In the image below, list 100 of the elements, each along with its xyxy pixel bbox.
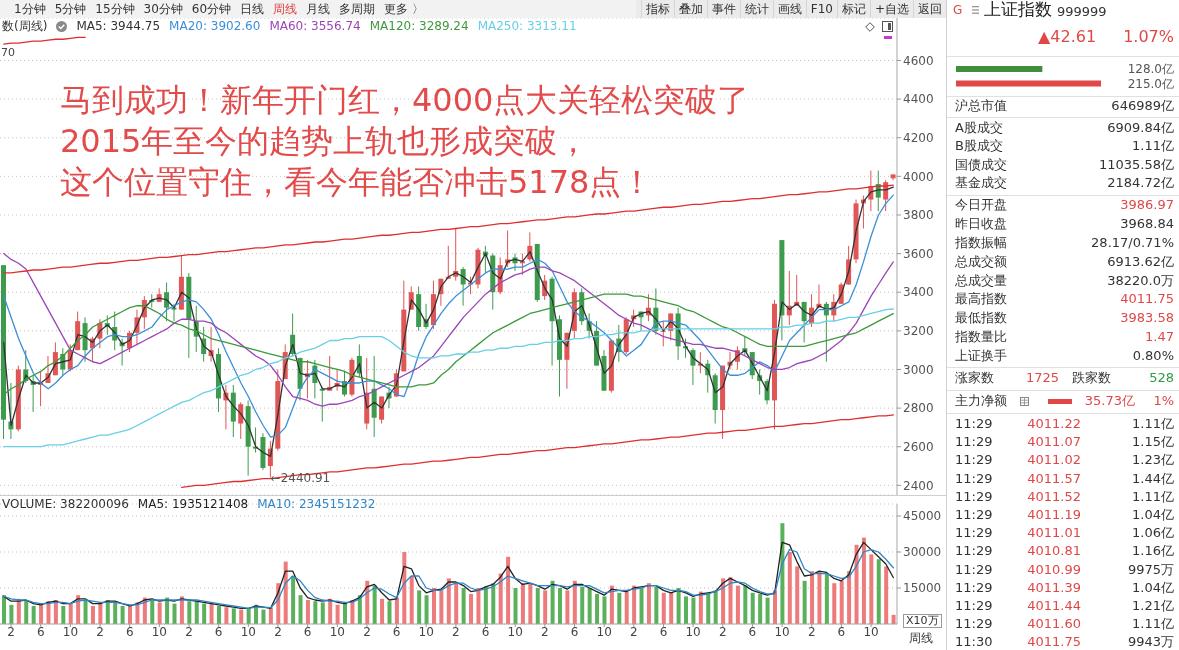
x-tick-label: 10 — [863, 624, 879, 639]
y-tick-label: 2800 — [903, 401, 934, 416]
data-label: 215.0亿 — [1127, 76, 1174, 91]
text: 标记 — [836, 0, 870, 18]
text: 4011.22 — [1027, 416, 1081, 431]
text: 11:30 — [955, 634, 993, 650]
text: 今日开盘 — [955, 197, 1007, 212]
text: 9975万 — [1127, 561, 1174, 577]
annotation: 2015年至今的趋势上轨也形成突破， — [60, 122, 590, 160]
annotation: ←2440.91 — [270, 470, 331, 485]
text: 1.21亿 — [1132, 598, 1174, 613]
y-tick-label: 3000 — [903, 362, 934, 377]
text: 涨家数 — [955, 370, 994, 385]
text: 统计 — [739, 0, 773, 18]
x-tick-label: 10 — [329, 624, 345, 639]
y-tick-label: 4000 — [903, 169, 934, 184]
text: 4011.52 — [1027, 488, 1081, 504]
y-axis-title: X10万 — [906, 614, 939, 627]
x-tick-label: 2 — [630, 624, 638, 639]
text: ▲42.61 — [1038, 27, 1097, 46]
text: 日线 — [240, 1, 265, 18]
text: 11:29 — [955, 470, 993, 486]
text: 999999 — [1057, 4, 1107, 19]
x-tick-label: 2 — [718, 624, 727, 639]
y-tick-label: 4400 — [903, 92, 934, 107]
text: MA5: 3944.75 — [76, 19, 161, 33]
y-tick-label: 15000 — [903, 581, 942, 596]
text: 1.44亿 — [1132, 470, 1174, 486]
annotation: 这个位置守住，看今年能否冲击5178点！ — [60, 163, 654, 201]
x-tick-label: 6 — [392, 624, 401, 639]
text: 11:29 — [955, 616, 993, 632]
text: 更多 〉 — [384, 1, 424, 18]
text: 1.11亿 — [1132, 488, 1174, 504]
text: 事件 — [706, 0, 740, 18]
text: 4010.99 — [1027, 561, 1081, 577]
y-tick-label: 3600 — [903, 246, 934, 261]
text: 4010.81 — [1027, 543, 1081, 559]
text: 4011.39 — [1027, 579, 1081, 595]
text: 4011.60 — [1027, 616, 1081, 632]
chart-title: VOLUME: 382200096 — [2, 497, 129, 511]
text: 11:29 — [955, 561, 993, 577]
text: 最高指数 — [955, 291, 1007, 306]
x-tick-label: 2 — [807, 624, 816, 639]
text: 3983.58 — [1120, 310, 1174, 325]
text: MA60: 3556.74 — [269, 19, 361, 33]
text: 1.23亿 — [1132, 452, 1174, 468]
x-tick-label: 2 — [541, 624, 549, 639]
x-tick-label: 10 — [685, 624, 701, 639]
text: 国债成交 — [955, 157, 1007, 172]
text: 60分钟 — [191, 1, 232, 18]
text: 5分钟 — [54, 1, 87, 18]
text: 最低指数 — [955, 310, 1007, 325]
text: 周线 — [273, 1, 298, 18]
text: 4011.75 — [1027, 634, 1081, 650]
x-tick-label: 2 — [274, 624, 282, 639]
y-tick-label: 2600 — [903, 439, 934, 454]
x-tick-label: 2 — [363, 624, 371, 639]
text: 6913.62亿 — [1107, 254, 1174, 269]
x-tick-label: 10 — [774, 624, 790, 639]
text: 跌家数 — [1072, 370, 1111, 385]
x-tick-label: 6 — [125, 624, 134, 639]
chart-title: 数(周线) — [2, 19, 48, 33]
x-tick-label: 2 — [452, 624, 460, 639]
text: 主力净额 — [955, 393, 1007, 408]
x-tick-label: 2 — [185, 624, 193, 639]
text: 11:29 — [955, 507, 993, 522]
text: 15分钟 — [95, 1, 135, 18]
text: 返回 — [913, 0, 946, 18]
text: 上证指数 — [984, 0, 1052, 19]
text: 1分钟 — [14, 1, 46, 18]
text: 11:29 — [955, 416, 993, 431]
x-tick-label: 6 — [214, 624, 223, 639]
text: 昨日收盘 — [955, 216, 1007, 231]
text: 1725 — [1025, 370, 1059, 385]
text: 1.47 — [1145, 329, 1174, 344]
text: 4011.19 — [1027, 507, 1081, 522]
text: 11035.58亿 — [1098, 157, 1174, 172]
text: 1.07% — [1123, 27, 1174, 46]
text: 1.15亿 — [1132, 434, 1174, 450]
text: 1.11亿 — [1132, 138, 1174, 153]
text: 28.17/0.71% — [1091, 235, 1174, 250]
text: 11:29 — [955, 488, 993, 504]
text: 1.11亿 — [1132, 416, 1174, 431]
y-tick-label: 3400 — [903, 285, 934, 300]
text: MA250: 3313.11 — [477, 19, 577, 33]
text: 沪总市值 — [955, 98, 1007, 113]
text: B股成交 — [955, 138, 1003, 153]
y-tick-label: 4600 — [903, 53, 934, 68]
x-tick-label: 2 — [96, 624, 104, 639]
y-tick-label: 2400 — [903, 478, 934, 493]
text: 9943万 — [1127, 634, 1174, 650]
x-tick-label: 10 — [596, 624, 612, 639]
text: 周线 — [909, 631, 933, 645]
text: 11:29 — [955, 543, 993, 559]
text: 4011.44 — [1027, 598, 1081, 613]
text: 3968.84 — [1120, 216, 1174, 231]
text: 6909.84亿 — [1107, 120, 1174, 135]
text: 35.73亿 — [1084, 393, 1135, 408]
text: 528 — [1149, 370, 1174, 385]
text: 0.80% — [1132, 348, 1174, 363]
